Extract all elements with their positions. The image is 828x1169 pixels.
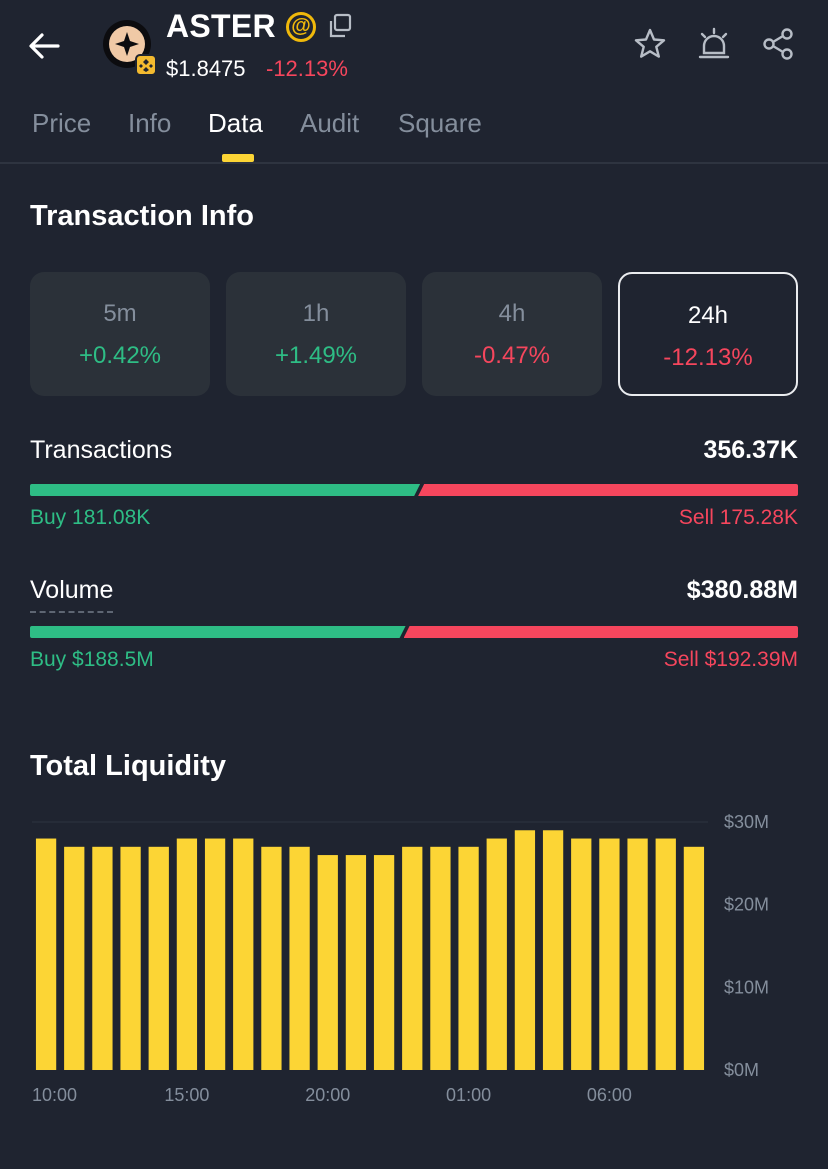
y-tick-label: $30M	[724, 812, 769, 832]
liquidity-bar[interactable]	[542, 830, 564, 1070]
liquidity-bar[interactable]	[402, 846, 423, 1070]
period-card-4h[interactable]: 4h -0.47%	[422, 272, 602, 396]
tab-price[interactable]: Price	[32, 108, 92, 138]
liquidity-bar[interactable]	[571, 838, 592, 1070]
y-tick-label: $0M	[724, 1060, 759, 1080]
sell-segment	[418, 484, 798, 496]
transactions-total: 356.37K	[703, 436, 798, 464]
liquidity-bar[interactable]	[683, 846, 705, 1070]
liquidity-bar[interactable]	[176, 838, 198, 1070]
liquidity-bar[interactable]	[233, 838, 254, 1070]
liquidity-bar[interactable]	[289, 846, 310, 1070]
liquidity-bar[interactable]	[486, 838, 507, 1070]
transaction-info-title: Transaction Info	[30, 200, 254, 232]
transactions-ratio-bar	[30, 484, 798, 496]
liquidity-bar[interactable]	[655, 838, 676, 1070]
period-card-1h[interactable]: 1h +1.49%	[226, 272, 406, 396]
price-alert-icon[interactable]	[696, 26, 732, 62]
x-tick-label: 15:00	[164, 1085, 209, 1105]
liquidity-bar[interactable]	[514, 830, 536, 1070]
bnb-chain-icon	[135, 54, 157, 76]
buy-segment	[30, 626, 406, 638]
volume-total: $380.88M	[686, 576, 798, 604]
x-tick-label: 10:00	[32, 1085, 77, 1105]
liquidity-bar[interactable]	[261, 846, 282, 1070]
tab-info[interactable]: Info	[128, 108, 172, 138]
transactions-sell: Sell 175.28K	[678, 506, 798, 529]
price-change: -12.13%	[266, 56, 348, 81]
aster-logo-icon	[115, 32, 139, 56]
period-change: -0.47%	[473, 342, 551, 369]
volume-sell: Sell $192.39M	[663, 648, 798, 671]
period-change: -12.13%	[663, 344, 753, 371]
period-change: +0.42%	[78, 342, 162, 369]
volume-ratio-bar	[30, 626, 798, 638]
buy-segment	[30, 484, 420, 496]
y-tick-label: $10M	[724, 977, 769, 997]
period-card-24h[interactable]: 24h -12.13%	[618, 272, 798, 396]
token-price: $1.8475	[166, 56, 246, 81]
share-icon[interactable]	[760, 26, 796, 62]
total-liquidity-title: Total Liquidity	[30, 750, 226, 782]
liquidity-bar[interactable]	[148, 846, 169, 1070]
liquidity-bar[interactable]	[430, 846, 451, 1070]
liquidity-bar[interactable]	[35, 838, 57, 1070]
sell-segment	[403, 626, 798, 638]
liquidity-bar[interactable]	[345, 855, 367, 1070]
x-tick-label: 06:00	[587, 1085, 632, 1105]
liquidity-bar[interactable]	[120, 846, 141, 1070]
y-tick-label: $20M	[724, 895, 769, 915]
star-icon[interactable]	[632, 26, 668, 62]
period-label: 24h	[687, 302, 729, 329]
liquidity-bar[interactable]	[627, 838, 648, 1070]
token-title: ASTER	[166, 8, 276, 44]
transactions-buy: Buy 181.08K	[30, 506, 151, 529]
liquidity-bar[interactable]	[458, 846, 479, 1070]
liquidity-bar[interactable]	[92, 846, 113, 1070]
transactions-label: Transactions	[30, 436, 173, 464]
token-logo	[103, 20, 151, 68]
liquidity-bar[interactable]	[64, 846, 85, 1070]
tab-square[interactable]: Square	[398, 108, 482, 138]
liquidity-bar[interactable]	[599, 838, 620, 1070]
liquidity-bar[interactable]	[204, 838, 226, 1070]
period-label: 4h	[498, 300, 526, 327]
tab-data[interactable]: Data	[208, 108, 263, 138]
tab-audit[interactable]: Audit	[300, 108, 360, 138]
period-label: 1h	[302, 300, 330, 327]
tabs-divider	[0, 162, 828, 164]
at-badge-icon[interactable]: @	[286, 12, 316, 42]
period-change: +1.49%	[274, 342, 358, 369]
active-tab-indicator	[222, 154, 254, 162]
liquidity-bar[interactable]	[317, 855, 338, 1070]
volume-buy: Buy $188.5M	[30, 648, 154, 671]
liquidity-bar[interactable]	[373, 855, 395, 1070]
x-tick-label: 01:00	[446, 1085, 491, 1105]
period-card-5m[interactable]: 5m +0.42%	[30, 272, 210, 396]
period-label: 5m	[103, 300, 137, 327]
copy-icon[interactable]	[326, 12, 354, 40]
liquidity-chart: $0M $10M $20M $30M 10:00 15:00 20:00 01:00 06:00	[32, 812, 769, 1105]
x-tick-label: 20:00	[305, 1085, 350, 1105]
volume-label[interactable]: Volume	[30, 576, 114, 613]
back-arrow-icon[interactable]	[24, 26, 64, 66]
